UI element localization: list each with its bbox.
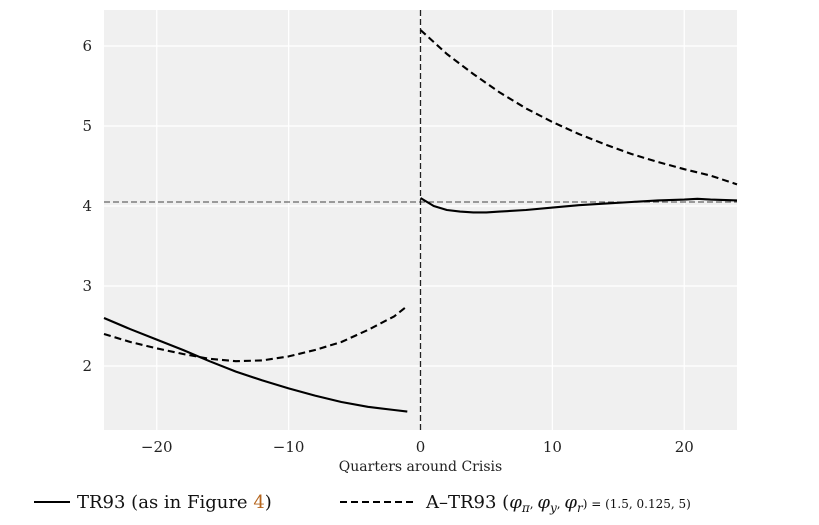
x-tick-label: 20 <box>675 438 694 456</box>
legend-label-tr93: TR93 (as in Figure 4) <box>77 492 272 513</box>
series-lines <box>103 29 738 413</box>
tr93-series-line <box>103 317 408 413</box>
legend: TR93 (as in Figure 4) A–TR93 (φπ, φy, φr)… <box>34 492 691 515</box>
x-tick-label: −20 <box>141 438 173 456</box>
y-tick-label: 5 <box>82 117 92 135</box>
x-tick-label: −10 <box>273 438 305 456</box>
y-tick-label: 3 <box>82 277 92 295</box>
x-tick-label: 0 <box>416 438 426 456</box>
tr93-series-line <box>419 197 738 214</box>
tick-labels: −20 −10 0 10 20 2 3 4 5 6 <box>82 37 693 456</box>
x-tick-label: 10 <box>543 438 562 456</box>
y-tick-label: 2 <box>82 357 92 375</box>
y-tick-label: 6 <box>82 37 92 55</box>
a-tr93-series-line <box>419 29 738 186</box>
x-axis-label: Quarters around Crisis <box>339 459 502 475</box>
legend-label-a-tr93: A–TR93 (φπ, φy, φr) = (1.5, 0.125, 5) <box>425 492 691 515</box>
y-tick-label: 4 <box>82 197 92 215</box>
